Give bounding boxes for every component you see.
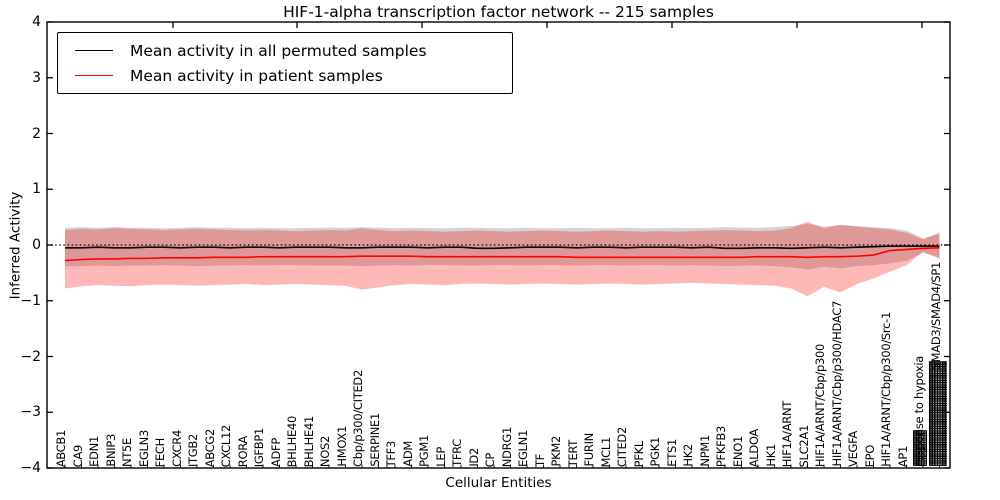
x-tick-label: TERT bbox=[565, 439, 580, 467]
x-tick-label: SERPINE1 bbox=[367, 413, 382, 467]
legend-line-sample bbox=[75, 75, 113, 76]
x-tick-label: HK2 bbox=[681, 444, 695, 467]
x-tick-label: SLC2A1 bbox=[796, 424, 811, 467]
x-tick-label: HIF1A/ARNT/Cbp/p300/HDAC7 bbox=[829, 301, 844, 467]
x-tick-label: ID2 bbox=[466, 448, 481, 467]
x-tick-label: NT5E bbox=[120, 437, 134, 467]
x-tick-label: PFKFB3 bbox=[714, 425, 728, 467]
legend-item: Mean activity in all permuted samples bbox=[58, 42, 512, 60]
patient-std-band bbox=[65, 221, 940, 297]
x-tick-label: BNIP3 bbox=[103, 434, 118, 467]
x-tick-label: HK1 bbox=[763, 444, 778, 467]
overlapping-labels-blob bbox=[913, 430, 927, 466]
legend-item: Mean activity in patient samples bbox=[58, 67, 512, 85]
x-tick-label: TFF3 bbox=[384, 440, 398, 467]
y-tick-label: −4 bbox=[20, 460, 41, 476]
x-tick-label: LEP bbox=[433, 447, 448, 467]
x-tick-label: NOS2 bbox=[318, 435, 332, 467]
x-tick-label: HIF1A/ARNT/Cbp/p300/Src-1 bbox=[879, 312, 893, 467]
x-tick-label: EGLN1 bbox=[516, 429, 530, 467]
x-tick-label: HIF1A/ARNT/Cbp/p300 bbox=[813, 343, 827, 467]
x-tick-label: FECH bbox=[153, 437, 167, 467]
patient-mean-line bbox=[64, 246, 940, 262]
x-tick-label: ENO1 bbox=[730, 435, 745, 467]
x-tick-label: NPM1 bbox=[697, 435, 712, 467]
permuted-mean-line bbox=[65, 245, 940, 250]
x-tick-label: CA9 bbox=[70, 444, 85, 467]
y-tick-label: −1 bbox=[20, 292, 41, 309]
x-tick-label: CITED2 bbox=[615, 426, 629, 467]
x-tick-label: MCL1 bbox=[598, 436, 613, 467]
x-tick-label: CXCR4 bbox=[169, 430, 184, 467]
y-tick-label: −3 bbox=[20, 404, 41, 421]
x-tick-label: HIF1A/ARNT bbox=[780, 400, 794, 467]
x-tick-label: EGLN3 bbox=[136, 429, 151, 467]
x-tick-label: TFRC bbox=[450, 439, 464, 467]
y-tick-label: −2 bbox=[20, 348, 41, 365]
x-tick-label: ABCB1 bbox=[54, 429, 68, 467]
y-tick-label: 1 bbox=[32, 181, 41, 198]
x-tick-label: AP1 bbox=[895, 445, 910, 467]
x-tick-label: PFKL bbox=[631, 440, 646, 467]
x-tick-label: FURIN bbox=[582, 433, 596, 467]
x-tick-label: VEGFA bbox=[846, 431, 860, 467]
x-tick-label: EPO bbox=[862, 444, 877, 467]
x-tick-label: CXCL12 bbox=[219, 424, 233, 467]
chart-title: HIF-1-alpha transcription factor network… bbox=[283, 3, 714, 21]
x-tick-label: ADM bbox=[400, 441, 415, 467]
x-tick-label: PGK1 bbox=[648, 437, 662, 467]
legend-label: Mean activity in all permuted samples bbox=[130, 41, 427, 60]
x-tick-label: EDN1 bbox=[87, 436, 101, 467]
y-tick-label: 4 bbox=[32, 14, 41, 30]
x-tick-label: IGFBP1 bbox=[252, 427, 266, 467]
x-tick-label: ABCG2 bbox=[202, 428, 217, 467]
legend: Mean activity in all permuted samples Mea… bbox=[57, 32, 513, 94]
x-tick-label: RORA bbox=[235, 435, 250, 467]
x-tick-label: HMOX1 bbox=[334, 426, 349, 467]
y-tick-label: 3 bbox=[32, 69, 41, 86]
permuted-std-band bbox=[65, 223, 940, 270]
x-tick-label: ETS1 bbox=[664, 439, 679, 467]
legend-label: Mean activity in patient samples bbox=[130, 66, 383, 85]
x-tick-label: SMAD3/SMAD4/SP1 bbox=[928, 261, 943, 369]
x-tick-label: ITGB2 bbox=[186, 433, 200, 467]
x-tick-label: BHLHE41 bbox=[301, 415, 316, 467]
x-tick-label: ALDOA bbox=[747, 428, 761, 467]
legend-line-sample bbox=[75, 50, 113, 51]
y-tick-label: 2 bbox=[32, 125, 41, 142]
y-tick-label: 0 bbox=[32, 237, 41, 253]
x-tick-label: CP bbox=[483, 452, 497, 467]
x-tick-label: ADFP bbox=[268, 437, 283, 467]
x-tick-label: TF bbox=[532, 453, 547, 467]
overlapping-labels-blob bbox=[929, 361, 947, 466]
x-tick-label: BHLHE40 bbox=[285, 415, 299, 467]
x-axis-label: Cellular Entities bbox=[445, 475, 552, 491]
x-tick-label: PGM1 bbox=[417, 435, 431, 467]
x-tick-label: NDRG1 bbox=[499, 426, 514, 467]
x-tick-label: Cbp/p300/CITED2 bbox=[351, 369, 365, 467]
x-tick-label: PKM2 bbox=[549, 436, 563, 467]
